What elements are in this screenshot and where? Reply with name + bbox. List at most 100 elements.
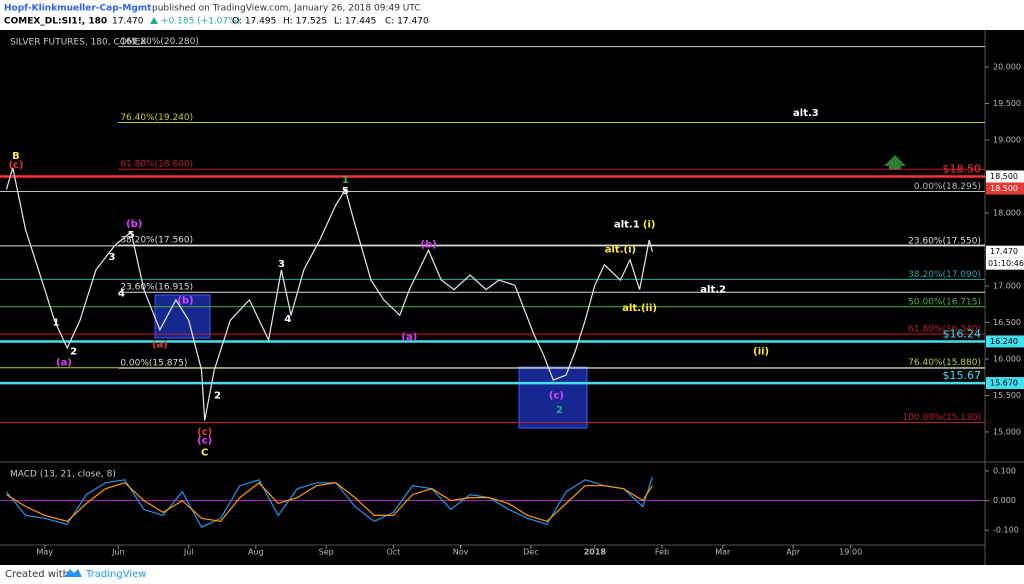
high: H: 17.525 [283, 17, 327, 27]
wave-box [154, 294, 211, 339]
wave-label: alt.1 [614, 220, 640, 231]
y-tick-label: 19.000 [993, 136, 1021, 145]
wave-label: alt.(i) [605, 244, 636, 255]
y-tick-label: 0.100 [993, 466, 1016, 475]
wave-label: (b) [420, 239, 436, 250]
level-label: $16.24 [943, 327, 982, 340]
level-label: 38.20%(17.560) [120, 236, 193, 246]
footer-brand[interactable]: TradingView [85, 569, 146, 580]
x-tick-label: Jun [111, 548, 125, 557]
x-tick-label: Sep [319, 548, 334, 557]
level-label: $18.50 [943, 162, 982, 175]
level-label: 0.00%(15.875) [120, 359, 187, 369]
series-line [6, 481, 653, 522]
author[interactable]: Hopf-Klinkmueller-Cap-Mgmt [4, 4, 152, 14]
price-badge [986, 245, 1024, 258]
price-badge-label: 18.500 [990, 184, 1018, 193]
price-badge-label: 16.240 [990, 337, 1018, 346]
last-price: 17.470 [112, 17, 144, 27]
price-badge [986, 335, 1024, 348]
countdown-badge [986, 257, 1024, 270]
wave-label: 2 [214, 390, 221, 401]
up-arrow-icon [150, 17, 158, 24]
open: O: 17.495 [232, 17, 276, 27]
y-tick-label: 0.000 [993, 496, 1016, 505]
change: +0.185 (+1.07%) [161, 17, 240, 27]
level-label: 76.40%(15.880) [908, 358, 981, 368]
series-line [5, 167, 653, 421]
level-label: 100.00%(15.130) [902, 413, 981, 423]
wave-label: 1 [52, 317, 59, 328]
wave-label: (c) [197, 427, 212, 438]
wave-label: 3 [278, 259, 285, 270]
x-tick-label: Feb [655, 548, 669, 557]
target-arrow [884, 155, 906, 170]
low: L: 17.445 [334, 17, 376, 27]
y-tick-label: 20.000 [993, 63, 1021, 72]
level-label: 23.60%(17.550) [908, 236, 981, 246]
x-tick-label: Apr [786, 548, 801, 557]
close: C: 17.470 [385, 17, 429, 27]
wave-label: (b) [126, 219, 142, 230]
wave-label: alt.3 [793, 108, 819, 119]
wave-label: 4 [118, 288, 125, 299]
y-tick-label: 15.500 [993, 391, 1021, 400]
wave-box [518, 366, 588, 429]
x-tick-label: Oct [386, 548, 400, 557]
price-badge [986, 170, 1024, 183]
level-label: 61.80%(16.340) [908, 325, 981, 335]
wave-label: 3 [108, 252, 115, 263]
header-band [0, 0, 1024, 30]
wave-label: 1 [342, 175, 349, 186]
countdown: 01:10:46 [988, 259, 1024, 268]
wave-label: (b) [177, 296, 193, 307]
level-label: 61.80%(18.600) [120, 160, 193, 170]
y-tick-label: 17.000 [993, 281, 1021, 290]
wave-label: 4 [284, 314, 291, 325]
level-label: $15.67 [943, 369, 982, 382]
price-badge-label: 17.470 [990, 247, 1018, 256]
wave-label: alt.(ii) [622, 303, 657, 314]
y-tick-label: 16.500 [993, 318, 1021, 327]
level-label: 23.60%(16.915) [120, 283, 193, 293]
x-tick-label: Dec [523, 548, 538, 557]
level-label: 76.40%(19.240) [120, 113, 193, 123]
footer-created: Created with [5, 569, 69, 580]
published: published on TradingView.com, January 26… [152, 4, 421, 14]
wave-label: 2 [556, 405, 563, 416]
price-badge-label: 15.670 [990, 379, 1018, 388]
x-tick-label: Mar [715, 548, 731, 557]
wave-label: (ii) [753, 347, 769, 358]
price-badge [986, 182, 1024, 195]
wave-label: 2 [70, 347, 77, 358]
wave-label: (a) [152, 339, 168, 350]
wave-label: (a) [401, 332, 417, 343]
y-tick-label: 19.500 [993, 99, 1021, 108]
x-tick-label: Nov [453, 548, 469, 557]
x-tick-label: Aug [248, 548, 264, 557]
wave-label: C [201, 447, 208, 458]
wave-label: alt.2 [700, 285, 726, 296]
wave-label: (c) [8, 160, 23, 171]
wave-label: B [12, 151, 20, 162]
x-tick-label: May [36, 548, 53, 557]
price-badge [986, 377, 1024, 390]
y-tick-label: 15.000 [993, 427, 1021, 436]
chart-title: SILVER FUTURES, 180, COMEX [10, 38, 146, 48]
wave-label: 5 [342, 186, 349, 197]
level-label: 38.20%(17.090) [908, 270, 981, 280]
wave-label: (i) [643, 220, 656, 231]
wave-label: (c) [549, 390, 564, 401]
level-label: 50.00%(16.715) [908, 297, 981, 307]
y-tick-label: -0.100 [993, 526, 1019, 535]
chart-background [0, 30, 1024, 565]
tradingview-logo [64, 569, 82, 577]
y-tick-label: 16.000 [993, 354, 1021, 363]
wave-label: (c) [197, 436, 212, 447]
wave-label: 5 [128, 230, 135, 241]
x-tick-label: 2018 [584, 548, 607, 557]
footer-band [0, 565, 1024, 584]
wave-label: (a) [56, 358, 72, 369]
